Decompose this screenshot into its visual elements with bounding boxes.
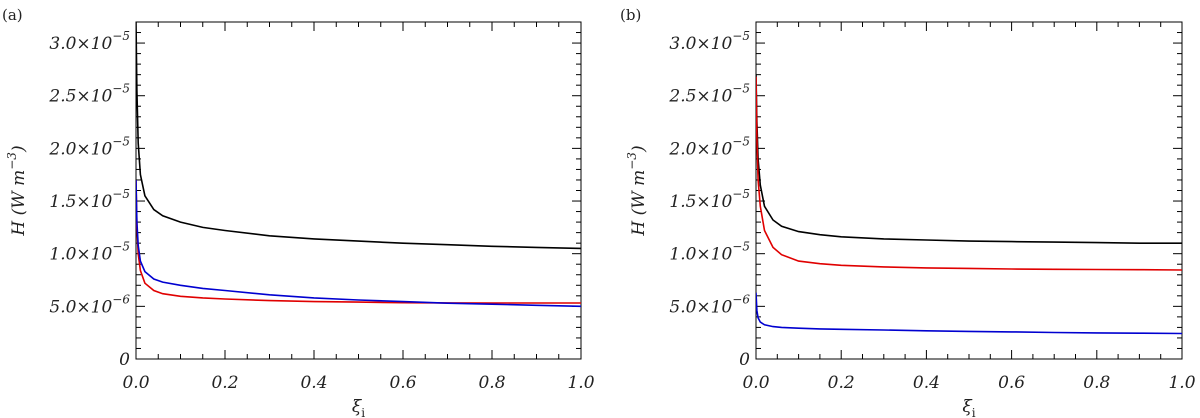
y-tick-mantissa: 5.0×10 [669, 297, 732, 317]
y-tick-exponent: −5 [732, 29, 750, 43]
y-tick-label: 2.0×10−5 [48, 134, 130, 159]
y-tick-mantissa: 3.0×10 [669, 34, 732, 54]
y-tick-exponent: −5 [112, 240, 130, 254]
y-tick-mantissa: 1.0×10 [49, 245, 112, 265]
y-tick-mantissa: 2.5×10 [668, 87, 732, 107]
x-axis-title: ξi [962, 397, 975, 418]
y-tick-label: 2.5×10−5 [48, 82, 130, 107]
y-axis-paren: ) [9, 145, 29, 153]
y-tick-label: 2.5×10−5 [668, 82, 750, 107]
x-tick-label: 0.4 [300, 373, 327, 393]
x-tick-label: 0.4 [913, 373, 940, 393]
y-axis-exponent: −3 [5, 152, 19, 170]
x-tick-label: 1.0 [567, 373, 594, 393]
panel-b: (b)0.0 0.2 0.4 0.6 0.8 1.005.0×10−61.0×10−51.… [620, 6, 1196, 418]
x-tick-label: 0.0 [122, 373, 149, 393]
y-axis-paren: ) [629, 145, 649, 153]
x-tick-label: 1.0 [1168, 373, 1195, 393]
y-tick-exponent: −5 [732, 240, 750, 254]
y-tick-mantissa: 2.0×10 [48, 139, 112, 159]
series-line-black [136, 22, 581, 250]
y-tick-exponent: −5 [112, 29, 130, 43]
panel-label: (a) [2, 6, 23, 24]
series-line-red [756, 76, 1182, 271]
y-tick-mantissa: 1.5×10 [49, 192, 112, 212]
y-tick-mantissa: 5.0×10 [49, 297, 112, 317]
y-tick-label: 3.0×10−5 [669, 29, 750, 54]
x-tick-label: 0.8 [1083, 373, 1110, 393]
x-tick-label: 0.2 [828, 373, 855, 393]
x-axis-subscript: i [972, 406, 976, 418]
panel-a: (a)0.0 0.2 0.4 0.6 0.8 1.005.0×10−61.0×10−51.… [2, 6, 595, 418]
x-tick-label: 0.6 [389, 373, 416, 393]
y-tick-exponent: −5 [732, 134, 750, 148]
y-tick-label: 2.0×10−5 [668, 134, 750, 159]
y-tick-mantissa: 2.0×10 [668, 139, 732, 159]
y-tick-mantissa: 3.0×10 [49, 34, 112, 54]
y-tick-mantissa: 2.5×10 [48, 87, 112, 107]
y-tick-mantissa: 1.5×10 [669, 192, 732, 212]
y-tick-label: 1.0×10−5 [669, 240, 750, 265]
x-axis-subscript: i [361, 406, 365, 418]
y-tick-label: 0 [739, 350, 750, 370]
y-tick-exponent: −5 [732, 187, 750, 201]
y-tick-label: 1.5×10−5 [49, 187, 130, 212]
y-tick-exponent: −5 [112, 187, 130, 201]
y-axis-exponent: −3 [625, 152, 639, 170]
x-axis-title: ξi [352, 397, 365, 418]
x-tick-label: 0.6 [998, 373, 1025, 393]
y-axis-title: H (W m−3) [625, 145, 649, 236]
y-axis-label: H (W m [629, 170, 649, 237]
y-tick-mantissa: 0 [119, 350, 130, 370]
y-tick-exponent: −6 [732, 292, 750, 306]
x-tick-label: 0.8 [478, 373, 505, 393]
y-tick-label: 5.0×10−6 [669, 292, 750, 317]
series-line-black [756, 74, 1182, 244]
y-tick-mantissa: 0 [739, 350, 750, 370]
series-line-blue [136, 179, 581, 308]
y-tick-label: 5.0×10−6 [49, 292, 130, 317]
x-axis-symbol: ξ [352, 397, 363, 417]
y-axis-title: H (W m−3) [5, 145, 29, 236]
y-tick-label: 1.5×10−5 [669, 187, 750, 212]
y-tick-exponent: −5 [112, 82, 130, 96]
y-axis-label: H (W m [9, 170, 29, 237]
y-tick-label: 1.0×10−5 [49, 240, 130, 265]
x-tick-label: 0.2 [211, 373, 238, 393]
x-tick-label: 0.0 [742, 373, 769, 393]
panel-label: (b) [620, 6, 641, 24]
series-line-blue [756, 292, 1182, 335]
y-tick-exponent: −6 [112, 292, 130, 306]
plot-frame [135, 21, 582, 360]
y-tick-label: 0 [119, 350, 130, 370]
x-axis-symbol: ξ [962, 397, 973, 417]
y-tick-exponent: −5 [112, 134, 130, 148]
y-tick-exponent: −5 [732, 82, 750, 96]
y-tick-label: 3.0×10−5 [49, 29, 130, 54]
plot-frame [755, 21, 1183, 360]
y-tick-mantissa: 1.0×10 [669, 245, 732, 265]
